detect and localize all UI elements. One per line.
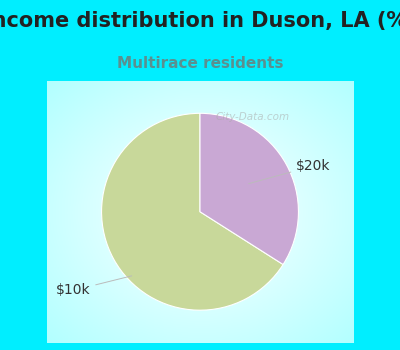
- Text: $10k: $10k: [56, 276, 132, 298]
- Text: City-Data.com: City-Data.com: [215, 112, 290, 122]
- Text: Income distribution in Duson, LA (%): Income distribution in Duson, LA (%): [0, 10, 400, 30]
- Wedge shape: [200, 113, 298, 265]
- Text: $20k: $20k: [249, 159, 331, 184]
- Wedge shape: [102, 113, 283, 310]
- Text: Multirace residents: Multirace residents: [117, 56, 283, 71]
